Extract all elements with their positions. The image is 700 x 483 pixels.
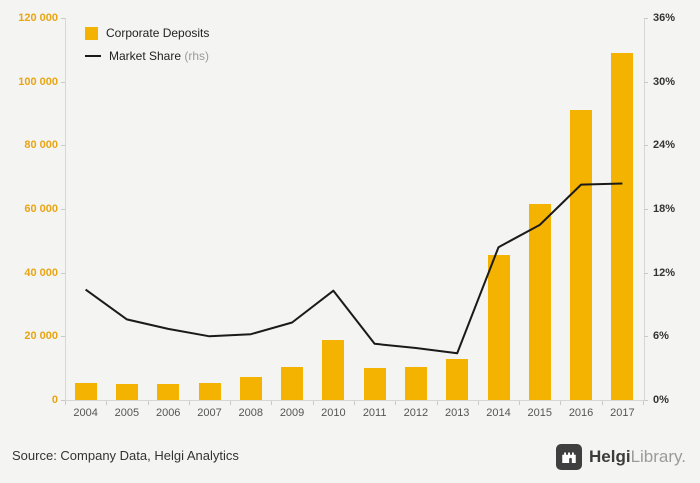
bar-2009 <box>281 366 304 400</box>
x-axis-tickmark <box>395 401 397 405</box>
right-axis-tickmark <box>644 81 648 83</box>
left-axis-tick-label: 20 000 <box>24 330 58 343</box>
x-axis-tick-label: 2012 <box>403 407 429 419</box>
logo-text: HelgiLibrary. <box>589 444 686 470</box>
left-axis-tickmark <box>61 81 65 83</box>
x-axis-tick-label: 2010 <box>321 407 346 419</box>
legend-label-bar: Corporate Deposits <box>106 26 210 40</box>
legend-label-line: Market Share (rhs) <box>109 49 210 63</box>
legend-item-corporate-deposits: Corporate Deposits <box>85 26 209 40</box>
bar-2008 <box>239 376 262 400</box>
bar-2005 <box>115 384 138 400</box>
x-axis-tick-label: 2011 <box>362 407 387 419</box>
right-axis-tickmark <box>644 209 648 210</box>
x-axis-tickmark <box>643 401 644 405</box>
left-axis-tick-label: 40 000 <box>24 266 58 279</box>
left-axis-tickmark <box>61 400 65 401</box>
x-axis-tickmark <box>601 401 603 405</box>
x-axis-tick-label: 2015 <box>527 407 553 419</box>
line-swatch-icon <box>85 55 101 57</box>
legend: Corporate Deposits Market Share (rhs) <box>85 26 209 63</box>
bar-2014 <box>487 255 510 400</box>
x-axis-tick-label: 2005 <box>114 407 140 419</box>
left-axis-tickmark <box>61 336 65 338</box>
logo-text-helgi: Helgi <box>589 447 631 466</box>
bar-2013 <box>446 358 469 400</box>
logo-text-library: Library. <box>630 447 686 466</box>
x-axis-tick-label: 2008 <box>238 407 264 419</box>
left-axis-tick-label: 60 000 <box>24 203 58 215</box>
source-text: Source: Company Data, Helgi Analytics <box>12 448 239 463</box>
x-axis-tick-label: 2007 <box>197 407 222 419</box>
x-axis-tickmark <box>106 401 108 405</box>
bar-2011 <box>363 368 386 400</box>
right-axis-tickmark <box>644 145 648 147</box>
left-axis-tick-label: 80 000 <box>24 139 58 152</box>
legend-item-market-share: Market Share (rhs) <box>85 49 209 63</box>
x-axis-tickmark <box>560 401 562 405</box>
right-axis-tickmark <box>644 18 648 19</box>
right-axis-tickmark <box>644 336 648 338</box>
castle-icon <box>556 444 582 470</box>
x-axis-tickmark <box>271 401 273 405</box>
market-share-line <box>85 182 623 355</box>
right-axis-tick-label: 36% <box>653 12 676 24</box>
left-axis-tick-label: 0 <box>51 394 58 406</box>
footer: Source: Company Data, Helgi Analytics He… <box>0 433 700 483</box>
x-axis-tick-label: 2014 <box>486 407 511 419</box>
x-axis-tickmark <box>188 401 190 405</box>
left-axis-tickmark <box>61 18 65 19</box>
bar-2012 <box>404 366 427 400</box>
right-axis-tick-label: 6% <box>653 330 669 343</box>
bar-2015 <box>528 204 551 400</box>
x-axis-tickmark <box>354 401 355 405</box>
right-axis-tick-label: 18% <box>653 203 676 215</box>
right-axis-tick-label: 24% <box>653 139 676 152</box>
left-axis-tickmark <box>61 145 65 147</box>
bar-2007 <box>198 383 221 400</box>
x-axis-tick-label: 2006 <box>155 407 181 419</box>
legend-label-line-suffix: (rhs) <box>181 49 210 63</box>
x-axis-tickmark <box>436 401 438 405</box>
x-axis-tickmark <box>312 401 314 405</box>
left-axis-tickmark <box>61 272 65 274</box>
x-axis-tickmark <box>519 401 521 405</box>
left-axis-tick-label: 120 000 <box>18 12 58 24</box>
x-axis-tick-label: 2004 <box>73 407 98 419</box>
x-axis-tick-label: 2016 <box>568 407 594 419</box>
right-axis-tickmark <box>644 272 648 274</box>
bar-2004 <box>74 383 97 400</box>
left-axis-tickmark <box>61 209 65 210</box>
bar-2006 <box>157 384 180 400</box>
bar-2017 <box>611 53 634 400</box>
x-axis-tickmark <box>477 401 479 405</box>
helgi-library-logo: HelgiLibrary. <box>556 444 686 470</box>
x-axis-tick-label: 2009 <box>279 407 305 419</box>
bar-2016 <box>570 110 593 400</box>
right-axis-tick-label: 30% <box>653 75 676 88</box>
right-axis-tickmark <box>644 400 648 401</box>
x-axis-tickmark <box>230 401 232 405</box>
right-axis-tick-label: 12% <box>653 266 676 279</box>
bar-swatch-icon <box>85 26 98 40</box>
right-axis-tick-label: 0% <box>653 394 669 406</box>
x-axis-tick-label: 2013 <box>444 407 470 419</box>
x-axis-tickmark <box>65 401 66 405</box>
x-axis-tickmark <box>147 401 149 405</box>
left-axis-tick-label: 100 000 <box>18 75 58 88</box>
bar-2010 <box>322 339 345 400</box>
x-axis-tick-label: 2017 <box>610 407 635 419</box>
